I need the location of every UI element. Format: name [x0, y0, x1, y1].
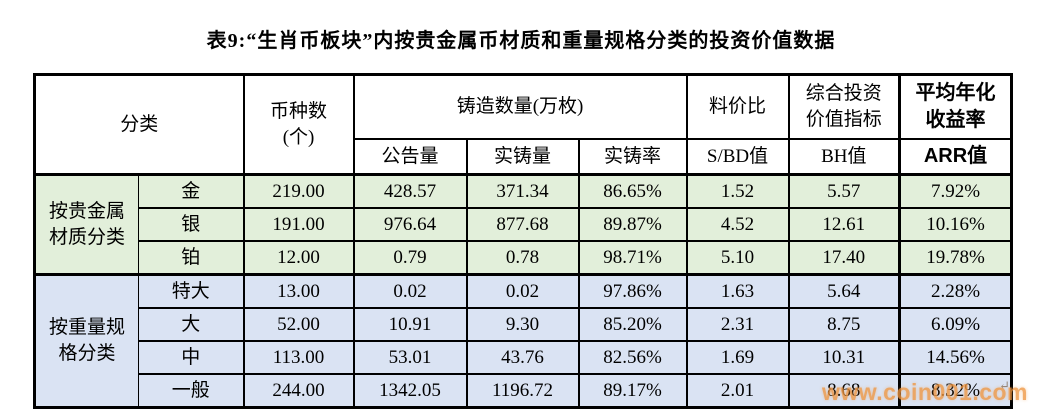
header-minted: 实铸量	[465, 138, 580, 176]
table-caption: 表9:“生肖币板块”内按贵金属币材质和重量规格分类的投资价值数据	[206, 30, 836, 52]
cell-coin-count: 13.00	[242, 273, 355, 309]
cell-coin-count: 191.00	[242, 207, 355, 242]
header-price-ratio: 料价比	[685, 73, 790, 140]
cell-sbd: 2.01	[685, 373, 790, 409]
cell-coin-count: 219.00	[242, 173, 355, 209]
cell-mint-rate: 86.65%	[577, 173, 688, 209]
cell-name: 中	[137, 340, 245, 375]
cell-name: 大	[137, 307, 245, 342]
header-arr-value: ARR值	[898, 138, 1014, 176]
header-annual-return: 平均年化 收益率	[898, 73, 1014, 140]
cell-name: 铂	[137, 240, 245, 276]
investment-value-table: 分类 币种数 (个) 铸造数量(万枚) 料价比 综合投资 价值指标 平均年化 收…	[33, 73, 1014, 409]
cell-minted: 43.76	[465, 340, 580, 375]
row-large: 大 52.00 10.91 9.30 85.20% 2.31 8.75 6.09…	[35, 307, 1014, 342]
row-general: 一般 244.00 1342.05 1196.72 89.17% 2.01 8.…	[35, 373, 1014, 409]
cell-bh: 8.68	[787, 373, 901, 409]
cell-minted: 877.68	[465, 207, 580, 242]
row-medium: 中 113.00 53.01 43.76 82.56% 1.69 10.31 1…	[35, 340, 1014, 375]
cell-bh: 5.64	[787, 273, 901, 309]
header-coin-count: 币种数 (个)	[242, 73, 355, 176]
header-announced: 公告量	[352, 138, 468, 176]
header-bh-value: BH值	[787, 138, 901, 176]
header-category: 分类	[33, 73, 245, 176]
cell-minted: 371.34	[465, 173, 580, 209]
watermark: www.coin001.com	[821, 379, 1028, 405]
cell-bh: 5.57	[787, 173, 901, 209]
cell-arr: 7.92%	[898, 173, 1014, 209]
group-label-weight: 按重量规 格分类	[33, 273, 139, 409]
cell-bh: 10.31	[787, 340, 901, 375]
cell-name: 银	[137, 207, 245, 242]
row-platinum: 铂 12.00 0.79 0.78 98.71% 5.10 17.40 19.7…	[35, 240, 1014, 276]
cell-bh: 8.75	[787, 307, 901, 342]
header-composite-index: 综合投资 价值指标	[787, 73, 901, 140]
cell-mint-rate: 85.20%	[577, 307, 688, 342]
cell-mint-rate: 89.17%	[577, 373, 688, 409]
cell-name: 一般	[137, 373, 245, 409]
cell-coin-count: 12.00	[242, 240, 355, 276]
cell-minted: 9.30	[465, 307, 580, 342]
cell-coin-count: 244.00	[242, 373, 355, 409]
cell-mint-rate: 98.71%	[577, 240, 688, 276]
cell-arr: 2.28%	[898, 273, 1014, 309]
cell-arr: 10.16%	[898, 207, 1014, 242]
cell-name: 特大	[137, 273, 245, 309]
cell-bh: 17.40	[787, 240, 901, 276]
cell-sbd: 1.69	[685, 340, 790, 375]
cell-sbd: 2.31	[685, 307, 790, 342]
cell-arr: 6.09%	[898, 307, 1014, 342]
cell-arr: 14.56%	[898, 340, 1014, 375]
cell-name: 金	[137, 173, 245, 209]
cell-arr: 8.32%	[898, 373, 1014, 409]
cell-mint-rate: 82.56%	[577, 340, 688, 375]
cell-minted: 0.78	[465, 240, 580, 276]
row-gold: 按贵金属 材质分类 金 219.00 428.57 371.34 86.65% …	[33, 173, 1014, 276]
cell-minted: 1196.72	[465, 373, 580, 409]
header-mint-rate: 实铸率	[577, 138, 688, 176]
cell-announced: 10.91	[352, 307, 468, 342]
cell-announced: 0.02	[352, 273, 468, 309]
cell-announced: 1342.05	[352, 373, 468, 409]
header-sbd-value: S/BD值	[685, 138, 790, 176]
cell-announced: 53.01	[352, 340, 468, 375]
cell-mint-rate: 89.87%	[577, 207, 688, 242]
cell-bh: 12.61	[787, 207, 901, 242]
row-extra-large: 按重量规 格分类 特大 13.00 0.02 0.02 97.86% 1.63 …	[33, 273, 1014, 409]
cell-sbd: 4.52	[685, 207, 790, 242]
cell-announced: 0.79	[352, 240, 468, 276]
row-silver: 银 191.00 976.64 877.68 89.87% 4.52 12.61…	[35, 207, 1014, 242]
group-label-metal: 按贵金属 材质分类	[33, 173, 139, 276]
cell-mint-rate: 97.86%	[577, 273, 688, 309]
return-arrow-icon: ↵	[999, 378, 1010, 393]
cell-announced: 428.57	[352, 173, 468, 209]
cell-announced: 976.64	[352, 207, 468, 242]
cell-arr: 19.78%	[898, 240, 1014, 276]
cell-sbd: 1.52	[685, 173, 790, 209]
cell-coin-count: 113.00	[242, 340, 355, 375]
cell-sbd: 1.63	[685, 273, 790, 309]
cell-sbd: 5.10	[685, 240, 790, 276]
cell-coin-count: 52.00	[242, 307, 355, 342]
cell-minted: 0.02	[465, 273, 580, 309]
header-minting-quantity: 铸造数量(万枚)	[352, 73, 688, 140]
